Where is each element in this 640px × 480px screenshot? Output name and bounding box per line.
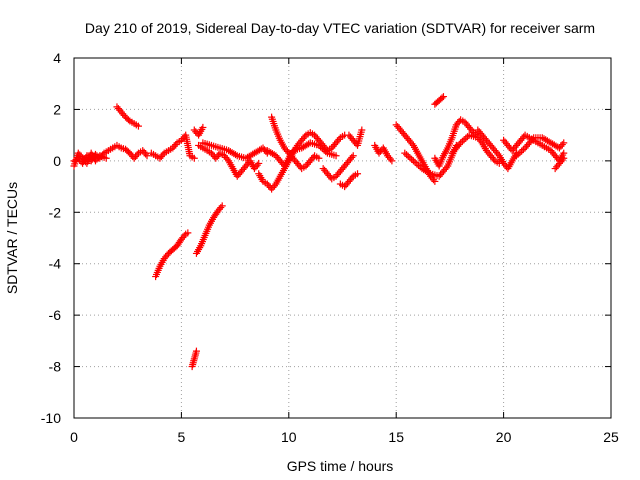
data-point — [232, 151, 240, 159]
x-tick-labels: 0 5 10 15 20 25 — [70, 429, 619, 445]
data-point — [464, 133, 472, 141]
data-point — [388, 157, 396, 165]
axis-ticks — [73, 57, 612, 419]
data-point — [102, 154, 110, 162]
data-point — [554, 143, 562, 151]
data-point — [442, 164, 450, 172]
data-point — [322, 148, 330, 156]
data-point — [134, 122, 142, 130]
data-point — [413, 160, 421, 168]
data-point — [192, 347, 200, 355]
data-point — [253, 161, 261, 169]
y-tick-label: -2 — [49, 204, 62, 220]
data-point — [512, 152, 520, 160]
data-point — [439, 93, 447, 101]
data-point — [270, 182, 278, 190]
data-point — [458, 137, 466, 145]
data-point — [528, 135, 536, 143]
data-point — [354, 170, 362, 178]
data-point — [411, 158, 419, 166]
x-tick-label: 10 — [281, 429, 297, 445]
y-tick-label: -6 — [49, 307, 62, 323]
data-point — [133, 151, 141, 159]
data-point — [159, 151, 167, 159]
data-point — [490, 155, 498, 163]
data-point — [301, 133, 309, 141]
y-tick-label: 0 — [53, 153, 61, 169]
data-point — [199, 123, 207, 131]
data-point — [409, 157, 417, 165]
data-point — [190, 154, 198, 162]
x-tick-label: 25 — [603, 429, 619, 445]
data-point — [335, 135, 343, 143]
data-point — [180, 232, 188, 240]
data-point — [477, 137, 485, 145]
data-point — [431, 177, 439, 185]
data-point — [429, 176, 437, 184]
data-point — [455, 141, 463, 149]
data-point — [408, 155, 416, 163]
data-point — [172, 141, 180, 149]
chart-title: Day 210 of 2019, Sidereal Day-to-day VTE… — [85, 20, 595, 36]
data-point — [218, 202, 226, 210]
data-point — [332, 152, 340, 160]
y-tick-label: -10 — [41, 410, 61, 426]
data-point — [415, 161, 423, 169]
data-points — [70, 93, 568, 371]
x-tick-label: 0 — [70, 429, 78, 445]
data-point — [315, 154, 323, 162]
data-point — [348, 174, 356, 182]
x-tick-label: 20 — [496, 429, 512, 445]
data-point — [217, 204, 225, 212]
data-point — [404, 152, 412, 160]
x-tick-label: 15 — [388, 429, 404, 445]
data-point — [142, 150, 150, 158]
y-tick-label: -8 — [49, 359, 62, 375]
data-point — [348, 153, 356, 161]
x-tick-label: 5 — [178, 429, 186, 445]
y-tick-label: 4 — [53, 50, 61, 66]
plot-frame — [73, 57, 612, 419]
data-point — [560, 139, 568, 147]
data-point — [408, 140, 416, 148]
data-point — [438, 94, 446, 102]
data-point — [320, 146, 328, 154]
data-point — [403, 151, 411, 159]
data-point — [401, 149, 409, 157]
data-point — [494, 150, 502, 158]
data-point — [358, 126, 366, 134]
y-tick-labels: 4 2 0 -2 -4 -6 -8 -10 — [41, 50, 61, 426]
data-point — [558, 156, 566, 164]
data-point — [468, 127, 476, 135]
data-point — [386, 155, 394, 163]
data-point — [462, 134, 470, 142]
data-point — [516, 149, 524, 157]
data-point — [223, 155, 231, 163]
data-point — [558, 141, 566, 149]
data-point — [406, 154, 414, 162]
data-point — [315, 141, 323, 149]
data-point — [143, 152, 151, 160]
data-point — [318, 145, 326, 153]
data-point — [184, 229, 192, 237]
data-point — [425, 169, 433, 177]
data-point — [255, 159, 263, 167]
grid-lines — [74, 58, 611, 418]
y-tick-label: 2 — [53, 101, 61, 117]
data-point — [460, 136, 468, 144]
y-axis-label: SDTVAR / TECUs — [4, 182, 20, 294]
data-point — [317, 143, 325, 151]
data-point — [560, 154, 568, 162]
data-point — [457, 139, 465, 147]
data-point — [124, 116, 132, 124]
data-point — [518, 147, 526, 155]
data-point — [514, 150, 522, 158]
y-tick-label: -4 — [49, 256, 62, 272]
data-point — [519, 146, 527, 154]
x-axis-label: GPS time / hours — [287, 458, 394, 474]
data-point — [257, 145, 265, 153]
data-point — [349, 152, 357, 160]
